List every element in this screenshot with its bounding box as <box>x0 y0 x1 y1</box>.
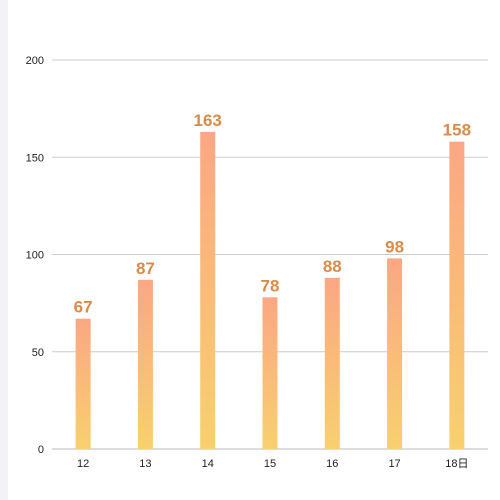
x-tick-label: 14 <box>202 458 214 470</box>
bar[interactable] <box>137 279 153 449</box>
bar[interactable] <box>449 141 465 449</box>
data-label: 87 <box>136 259 155 278</box>
y-tick-label: 0 <box>38 444 44 456</box>
chart-card: 0 50 100 150 200 67 87 163 78 88 98 158 12 13 14 15 16… <box>8 0 500 500</box>
y-tick-label: 200 <box>26 55 44 67</box>
bar[interactable] <box>324 277 340 449</box>
data-labels: 67 87 163 78 88 98 158 <box>74 111 471 317</box>
y-tick-label: 50 <box>32 347 44 359</box>
x-tick-label: 18日 <box>445 458 468 470</box>
data-label: 158 <box>443 121 471 140</box>
bar[interactable] <box>200 131 216 449</box>
x-tick-label: 13 <box>139 458 151 470</box>
data-label: 88 <box>323 257 342 276</box>
x-tick-label: 17 <box>388 458 400 470</box>
bar[interactable] <box>75 318 91 449</box>
x-tick-label: 15 <box>264 458 276 470</box>
x-axis-ticks: 12 13 14 15 16 17 18日 <box>77 458 468 470</box>
x-tick-label: 16 <box>326 458 338 470</box>
data-label: 78 <box>261 276 280 295</box>
data-label: 98 <box>385 237 404 256</box>
y-tick-label: 150 <box>26 152 44 164</box>
y-axis-ticks: 0 50 100 150 200 <box>26 55 44 456</box>
grid-lines <box>52 59 488 450</box>
bar-chart: 0 50 100 150 200 67 87 163 78 88 98 158 12 13 14 15 16… <box>26 55 488 470</box>
data-label: 163 <box>194 111 222 130</box>
bar[interactable] <box>387 258 403 449</box>
data-label: 67 <box>74 298 93 317</box>
x-tick-label: 12 <box>77 458 89 470</box>
bars <box>75 131 465 449</box>
bar[interactable] <box>262 297 278 449</box>
y-tick-label: 100 <box>26 250 44 262</box>
